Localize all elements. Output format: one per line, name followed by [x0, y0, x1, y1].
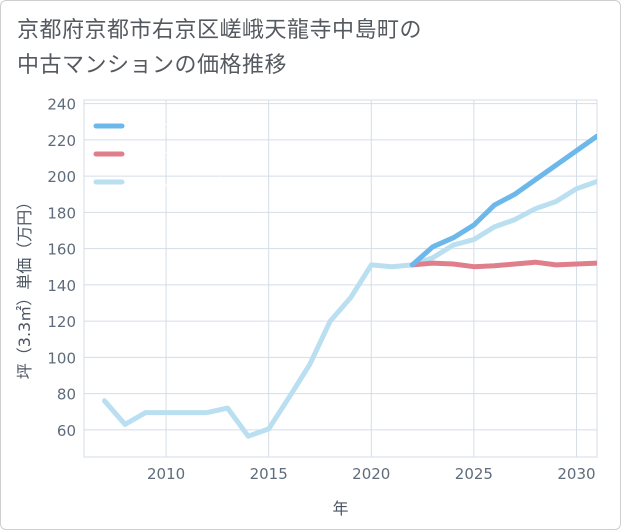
series-line-bad: [409, 259, 597, 270]
x-tick-label: 2030: [557, 465, 595, 483]
series-line-normal: [102, 179, 597, 439]
legend-label: バッドシナリオ: [128, 147, 212, 161]
y-tick-label: 60: [57, 422, 76, 440]
grid-lines: [84, 100, 597, 457]
x-tick-label: 2015: [250, 465, 288, 483]
chart-title: 京都府京都市右京区嵯峨天龍寺中島町の 中古マンションの価格推移: [17, 13, 607, 83]
y-tick-label: 80: [57, 386, 76, 404]
x-tick-label: 2010: [147, 465, 185, 483]
y-tick-label: 100: [47, 349, 76, 367]
y-tick-label: 120: [47, 313, 76, 331]
legend-label: グッドシナリオ: [128, 119, 212, 133]
chart-title-line-2: 中古マンションの価格推移: [17, 53, 288, 78]
y-tick-label: 220: [47, 132, 76, 150]
legend-label: ノーマルシナリオ: [128, 175, 224, 189]
chart-title-line-1: 京都府京都市右京区嵯峨天龍寺中島町の: [17, 18, 423, 43]
x-axis-ticks: 2010 2015 2020 2025 2030: [147, 465, 596, 483]
x-tick-label: 2025: [455, 465, 493, 483]
series-line-good: [409, 133, 597, 268]
series-layer: [102, 133, 597, 439]
y-axis-label: 坪（3.3㎡）単価（万円）: [15, 194, 34, 379]
y-tick-label: 180: [47, 204, 76, 222]
x-tick-label: 2020: [352, 465, 390, 483]
y-axis-ticks: 60 80 100 120 140 160 180 200 220 240: [47, 96, 76, 440]
x-axis-label: 年: [332, 499, 348, 518]
y-tick-label: 160: [47, 241, 76, 259]
y-tick-label: 200: [47, 168, 76, 186]
y-tick-label: 140: [47, 277, 76, 295]
y-tick-label: 240: [47, 96, 76, 114]
plot-area: [83, 99, 598, 458]
